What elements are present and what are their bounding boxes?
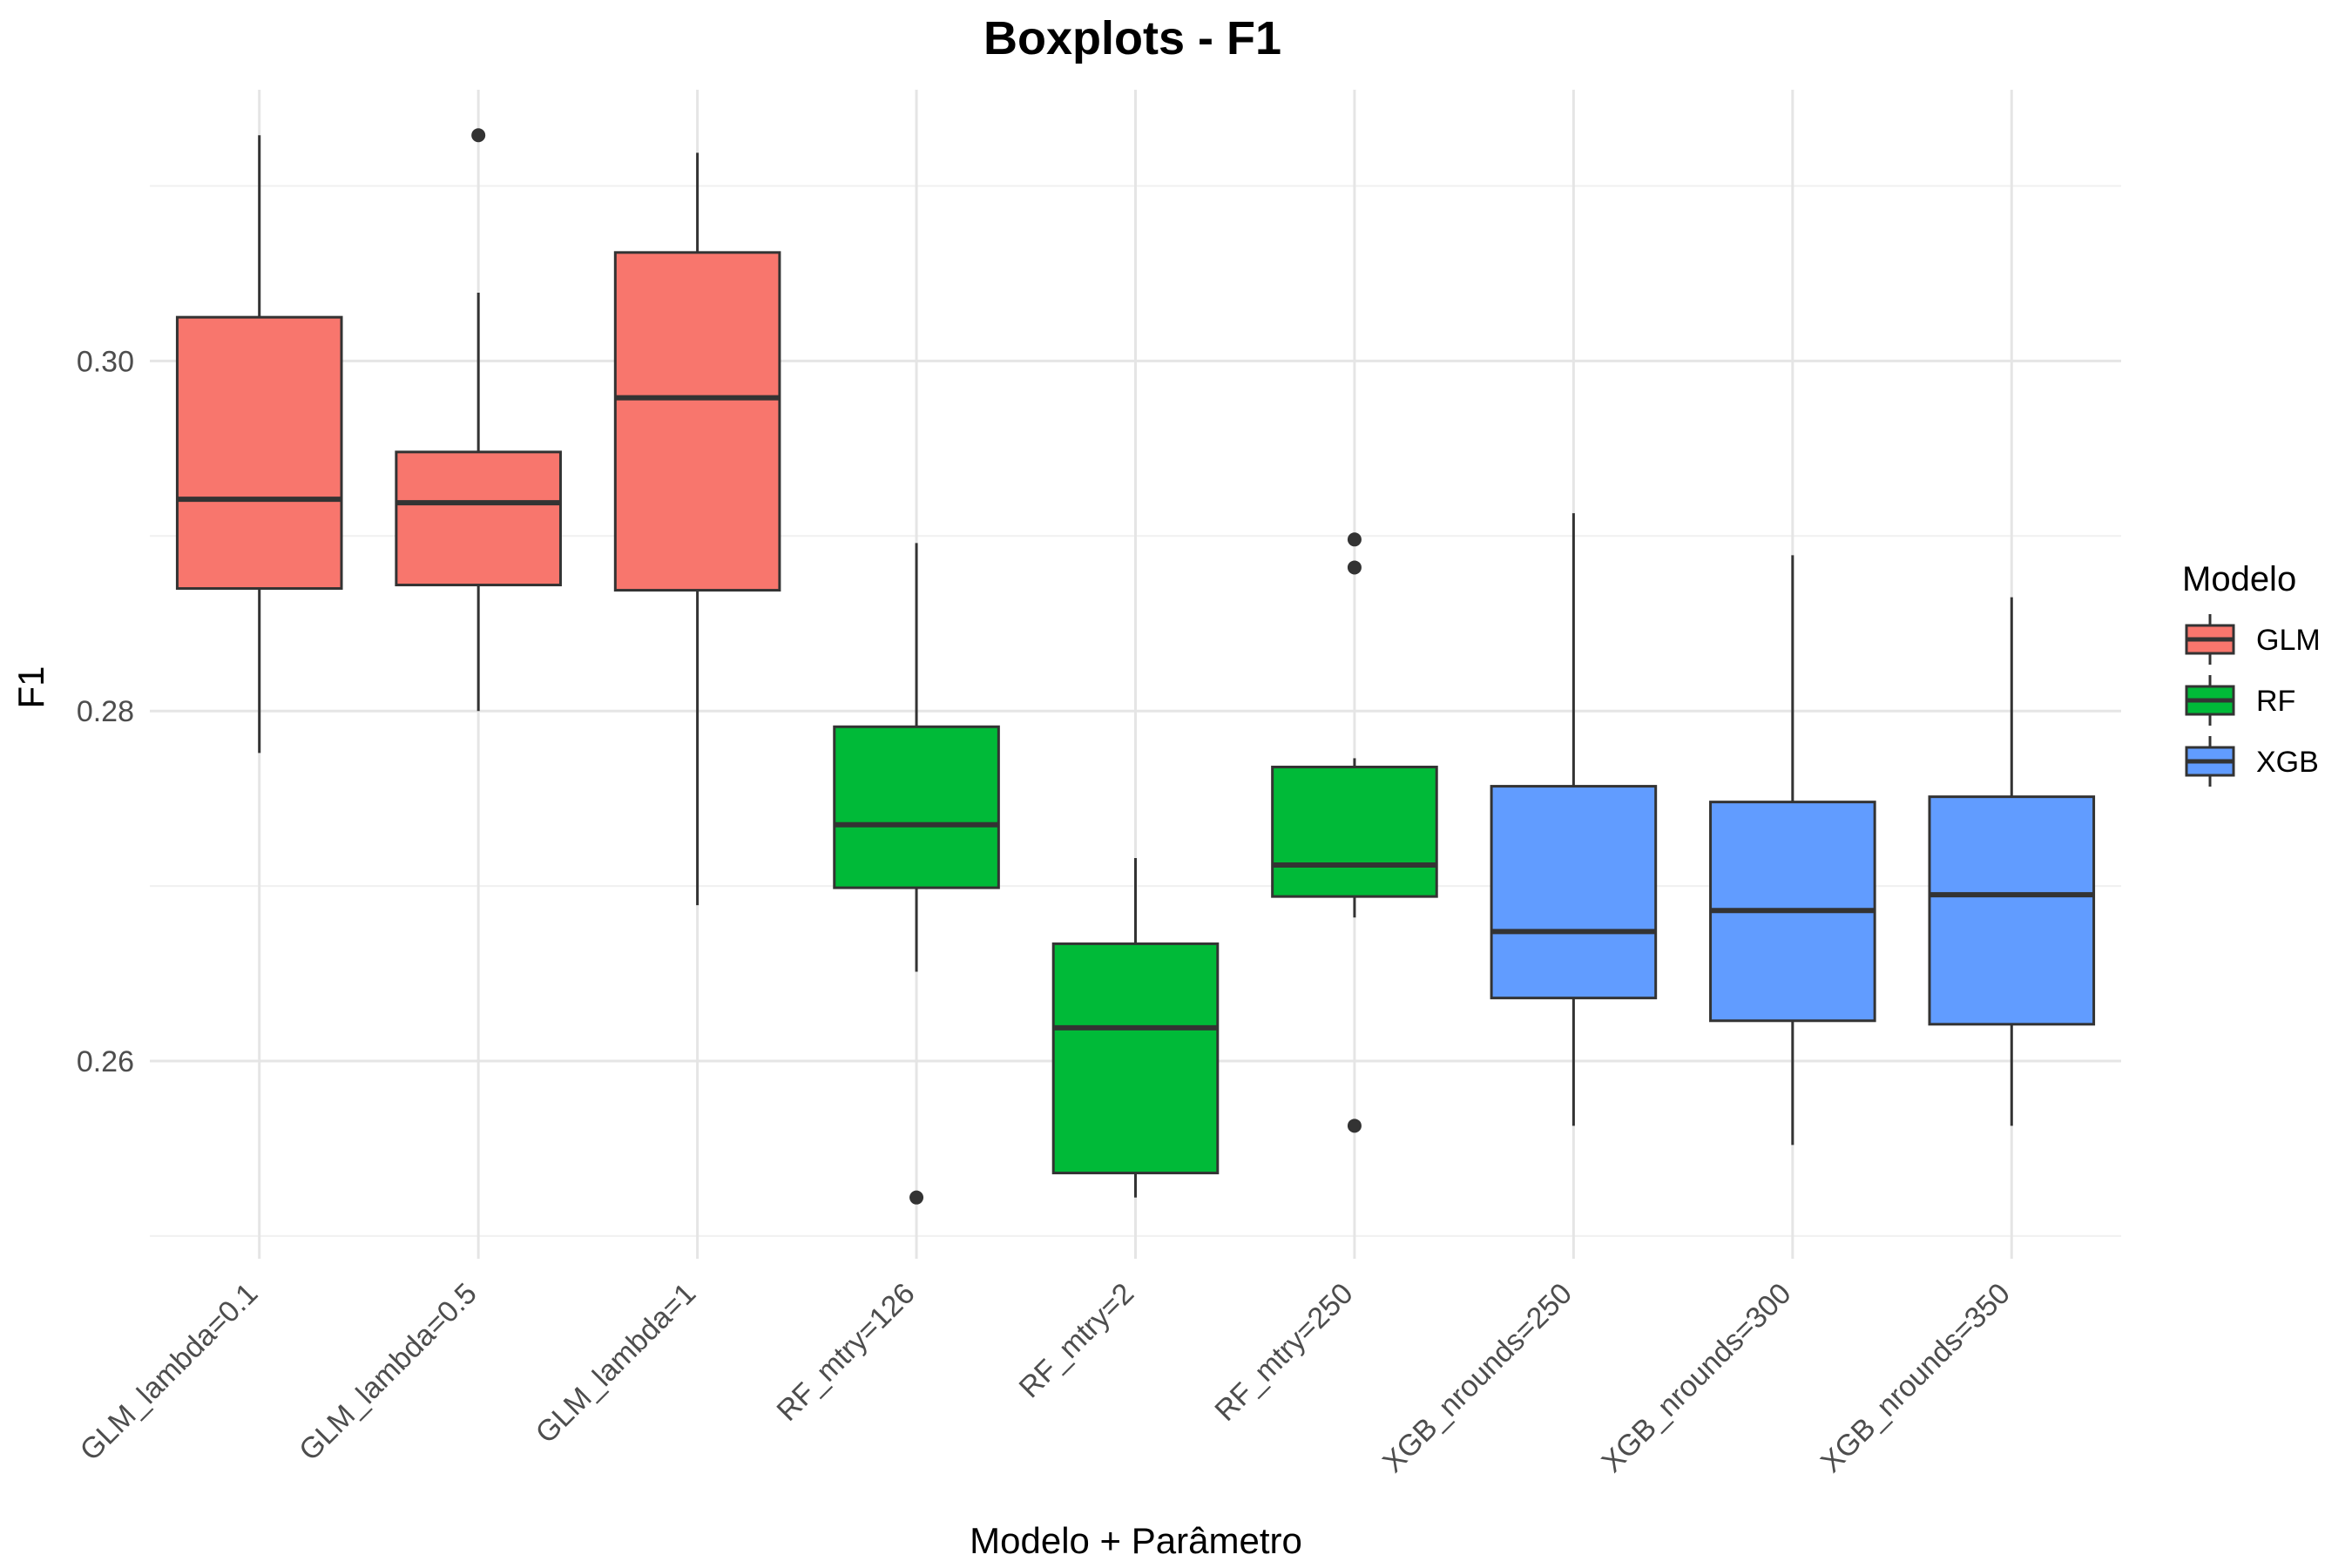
y-tick-labels: 0.26 0.28 0.30 [77,345,134,1078]
y-axis-title: F1 [10,666,51,708]
box-RF_mtry=126 [833,543,1000,1205]
outlier-point [1347,532,1362,547]
box-XGB_nrounds=350 [1928,597,2096,1126]
box-iqr [175,315,343,591]
y-tick-label: 0.30 [77,345,134,378]
legend-item-xgb: XGB [2185,736,2319,787]
box-GLM_lambda=1 [613,152,781,906]
box-iqr [1490,785,1658,1000]
box-iqr [395,450,562,587]
outlier-point [1347,560,1362,575]
y-tick-label: 0.26 [77,1045,134,1078]
box-iqr [613,251,781,592]
legend: Modelo GLM RF XGB [2182,560,2321,787]
legend-item-rf: RF [2185,675,2295,726]
legend-label: XGB [2256,746,2319,779]
legend-title: Modelo [2182,560,2296,598]
x-axis-title: Modelo + Parâmetro [970,1520,1302,1561]
box-RF_mtry=2 [1051,857,1220,1198]
box-GLM_lambda=0.5 [395,128,562,712]
chart-title: Boxplots - F1 [983,12,1281,64]
box-iqr [1271,765,1438,898]
y-tick-label: 0.28 [77,695,134,728]
outlier-point [1347,1119,1362,1133]
outlier-point [471,128,486,143]
box-XGB_nrounds=250 [1490,513,1658,1126]
box-iqr [1928,795,2096,1026]
legend-label: RF [2256,685,2295,718]
box-iqr [1051,942,1220,1175]
legend-item-glm: GLM [2185,614,2321,665]
box-RF_mtry=250 [1271,532,1438,1133]
legend-label: GLM [2256,624,2321,657]
boxes-layer [175,128,2096,1205]
box-GLM_lambda=0.1 [175,135,343,754]
box-XGB_nrounds=300 [1709,555,1876,1146]
box-iqr [833,725,1000,889]
outlier-point [909,1190,924,1205]
